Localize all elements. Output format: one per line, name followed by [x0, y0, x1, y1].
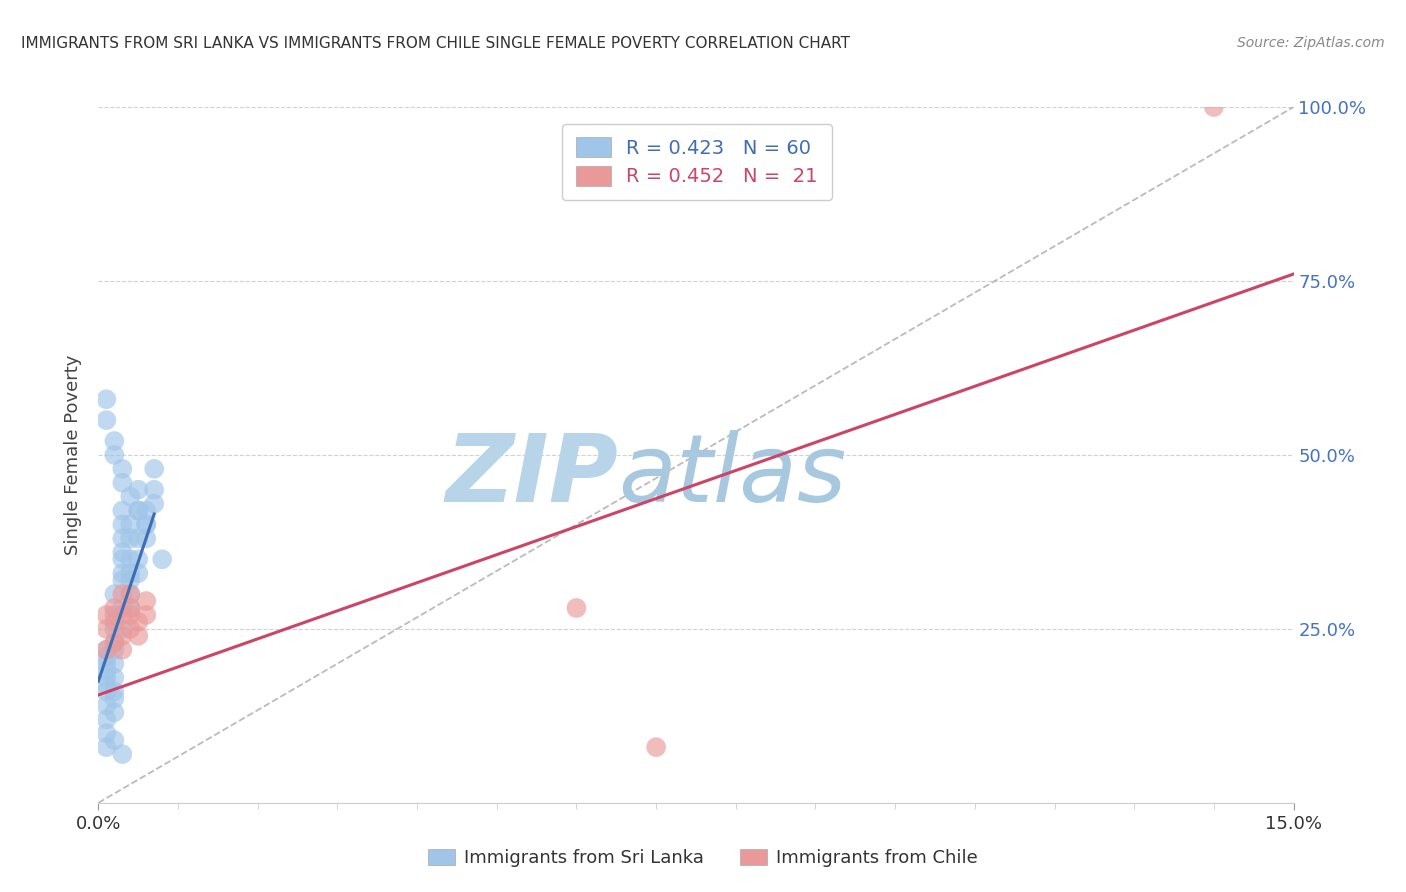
- Point: [120, 490, 142, 504]
- Point: [111, 601, 134, 615]
- Point: [96, 607, 118, 622]
- Point: [127, 566, 149, 581]
- Point: [135, 517, 157, 532]
- Point: [111, 552, 134, 566]
- Point: [111, 747, 134, 761]
- Point: [135, 503, 157, 517]
- Point: [150, 552, 173, 566]
- Point: [103, 671, 125, 685]
- Point: [103, 601, 125, 615]
- Point: [143, 483, 166, 497]
- Point: [111, 517, 134, 532]
- Text: ZIP: ZIP: [446, 430, 619, 522]
- Point: [111, 532, 134, 546]
- Point: [127, 552, 149, 566]
- Point: [96, 684, 118, 698]
- Point: [127, 615, 149, 629]
- Point: [96, 622, 118, 636]
- Point: [111, 642, 134, 657]
- Point: [103, 448, 125, 462]
- Point: [120, 517, 142, 532]
- Point: [127, 503, 149, 517]
- Point: [96, 677, 118, 691]
- Point: [135, 532, 157, 546]
- Text: IMMIGRANTS FROM SRI LANKA VS IMMIGRANTS FROM CHILE SINGLE FEMALE POVERTY CORRELA: IMMIGRANTS FROM SRI LANKA VS IMMIGRANTS …: [21, 36, 851, 51]
- Point: [135, 607, 157, 622]
- Point: [103, 733, 125, 747]
- Point: [111, 629, 134, 643]
- Point: [111, 587, 134, 601]
- Point: [96, 392, 118, 407]
- Point: [103, 657, 125, 671]
- Point: [111, 545, 134, 559]
- Point: [127, 629, 149, 643]
- Point: [135, 594, 157, 608]
- Y-axis label: Single Female Poverty: Single Female Poverty: [65, 355, 83, 555]
- Point: [135, 517, 157, 532]
- Point: [111, 573, 134, 587]
- Text: Source: ZipAtlas.com: Source: ZipAtlas.com: [1237, 36, 1385, 50]
- Point: [96, 642, 118, 657]
- Point: [103, 434, 125, 448]
- Point: [120, 573, 142, 587]
- Point: [111, 607, 134, 622]
- Point: [96, 664, 118, 678]
- Point: [103, 684, 125, 698]
- Point: [96, 642, 118, 657]
- Point: [103, 706, 125, 720]
- Point: [143, 462, 166, 476]
- Point: [103, 615, 125, 629]
- Legend: Immigrants from Sri Lanka, Immigrants from Chile: Immigrants from Sri Lanka, Immigrants fr…: [420, 841, 986, 874]
- Point: [96, 698, 118, 713]
- Point: [111, 566, 134, 581]
- Point: [565, 601, 588, 615]
- Point: [103, 691, 125, 706]
- Point: [111, 503, 134, 517]
- Text: atlas: atlas: [619, 430, 846, 521]
- Point: [96, 413, 118, 427]
- Point: [103, 622, 125, 636]
- Point: [120, 607, 142, 622]
- Point: [120, 566, 142, 581]
- Point: [1202, 100, 1225, 114]
- Point: [120, 587, 142, 601]
- Point: [111, 622, 134, 636]
- Point: [103, 636, 125, 650]
- Point: [111, 462, 134, 476]
- Point: [96, 671, 118, 685]
- Point: [120, 587, 142, 601]
- Point: [103, 642, 125, 657]
- Point: [127, 503, 149, 517]
- Point: [127, 532, 149, 546]
- Point: [120, 532, 142, 546]
- Point: [96, 740, 118, 755]
- Point: [96, 712, 118, 726]
- Point: [96, 649, 118, 664]
- Legend: R = 0.423   N = 60, R = 0.452   N =  21: R = 0.423 N = 60, R = 0.452 N = 21: [562, 124, 831, 200]
- Point: [103, 587, 125, 601]
- Point: [111, 475, 134, 490]
- Point: [103, 636, 125, 650]
- Point: [103, 607, 125, 622]
- Point: [96, 657, 118, 671]
- Point: [127, 483, 149, 497]
- Point: [120, 601, 142, 615]
- Point: [120, 552, 142, 566]
- Point: [645, 740, 668, 755]
- Point: [96, 726, 118, 740]
- Point: [120, 622, 142, 636]
- Point: [143, 497, 166, 511]
- Point: [120, 601, 142, 615]
